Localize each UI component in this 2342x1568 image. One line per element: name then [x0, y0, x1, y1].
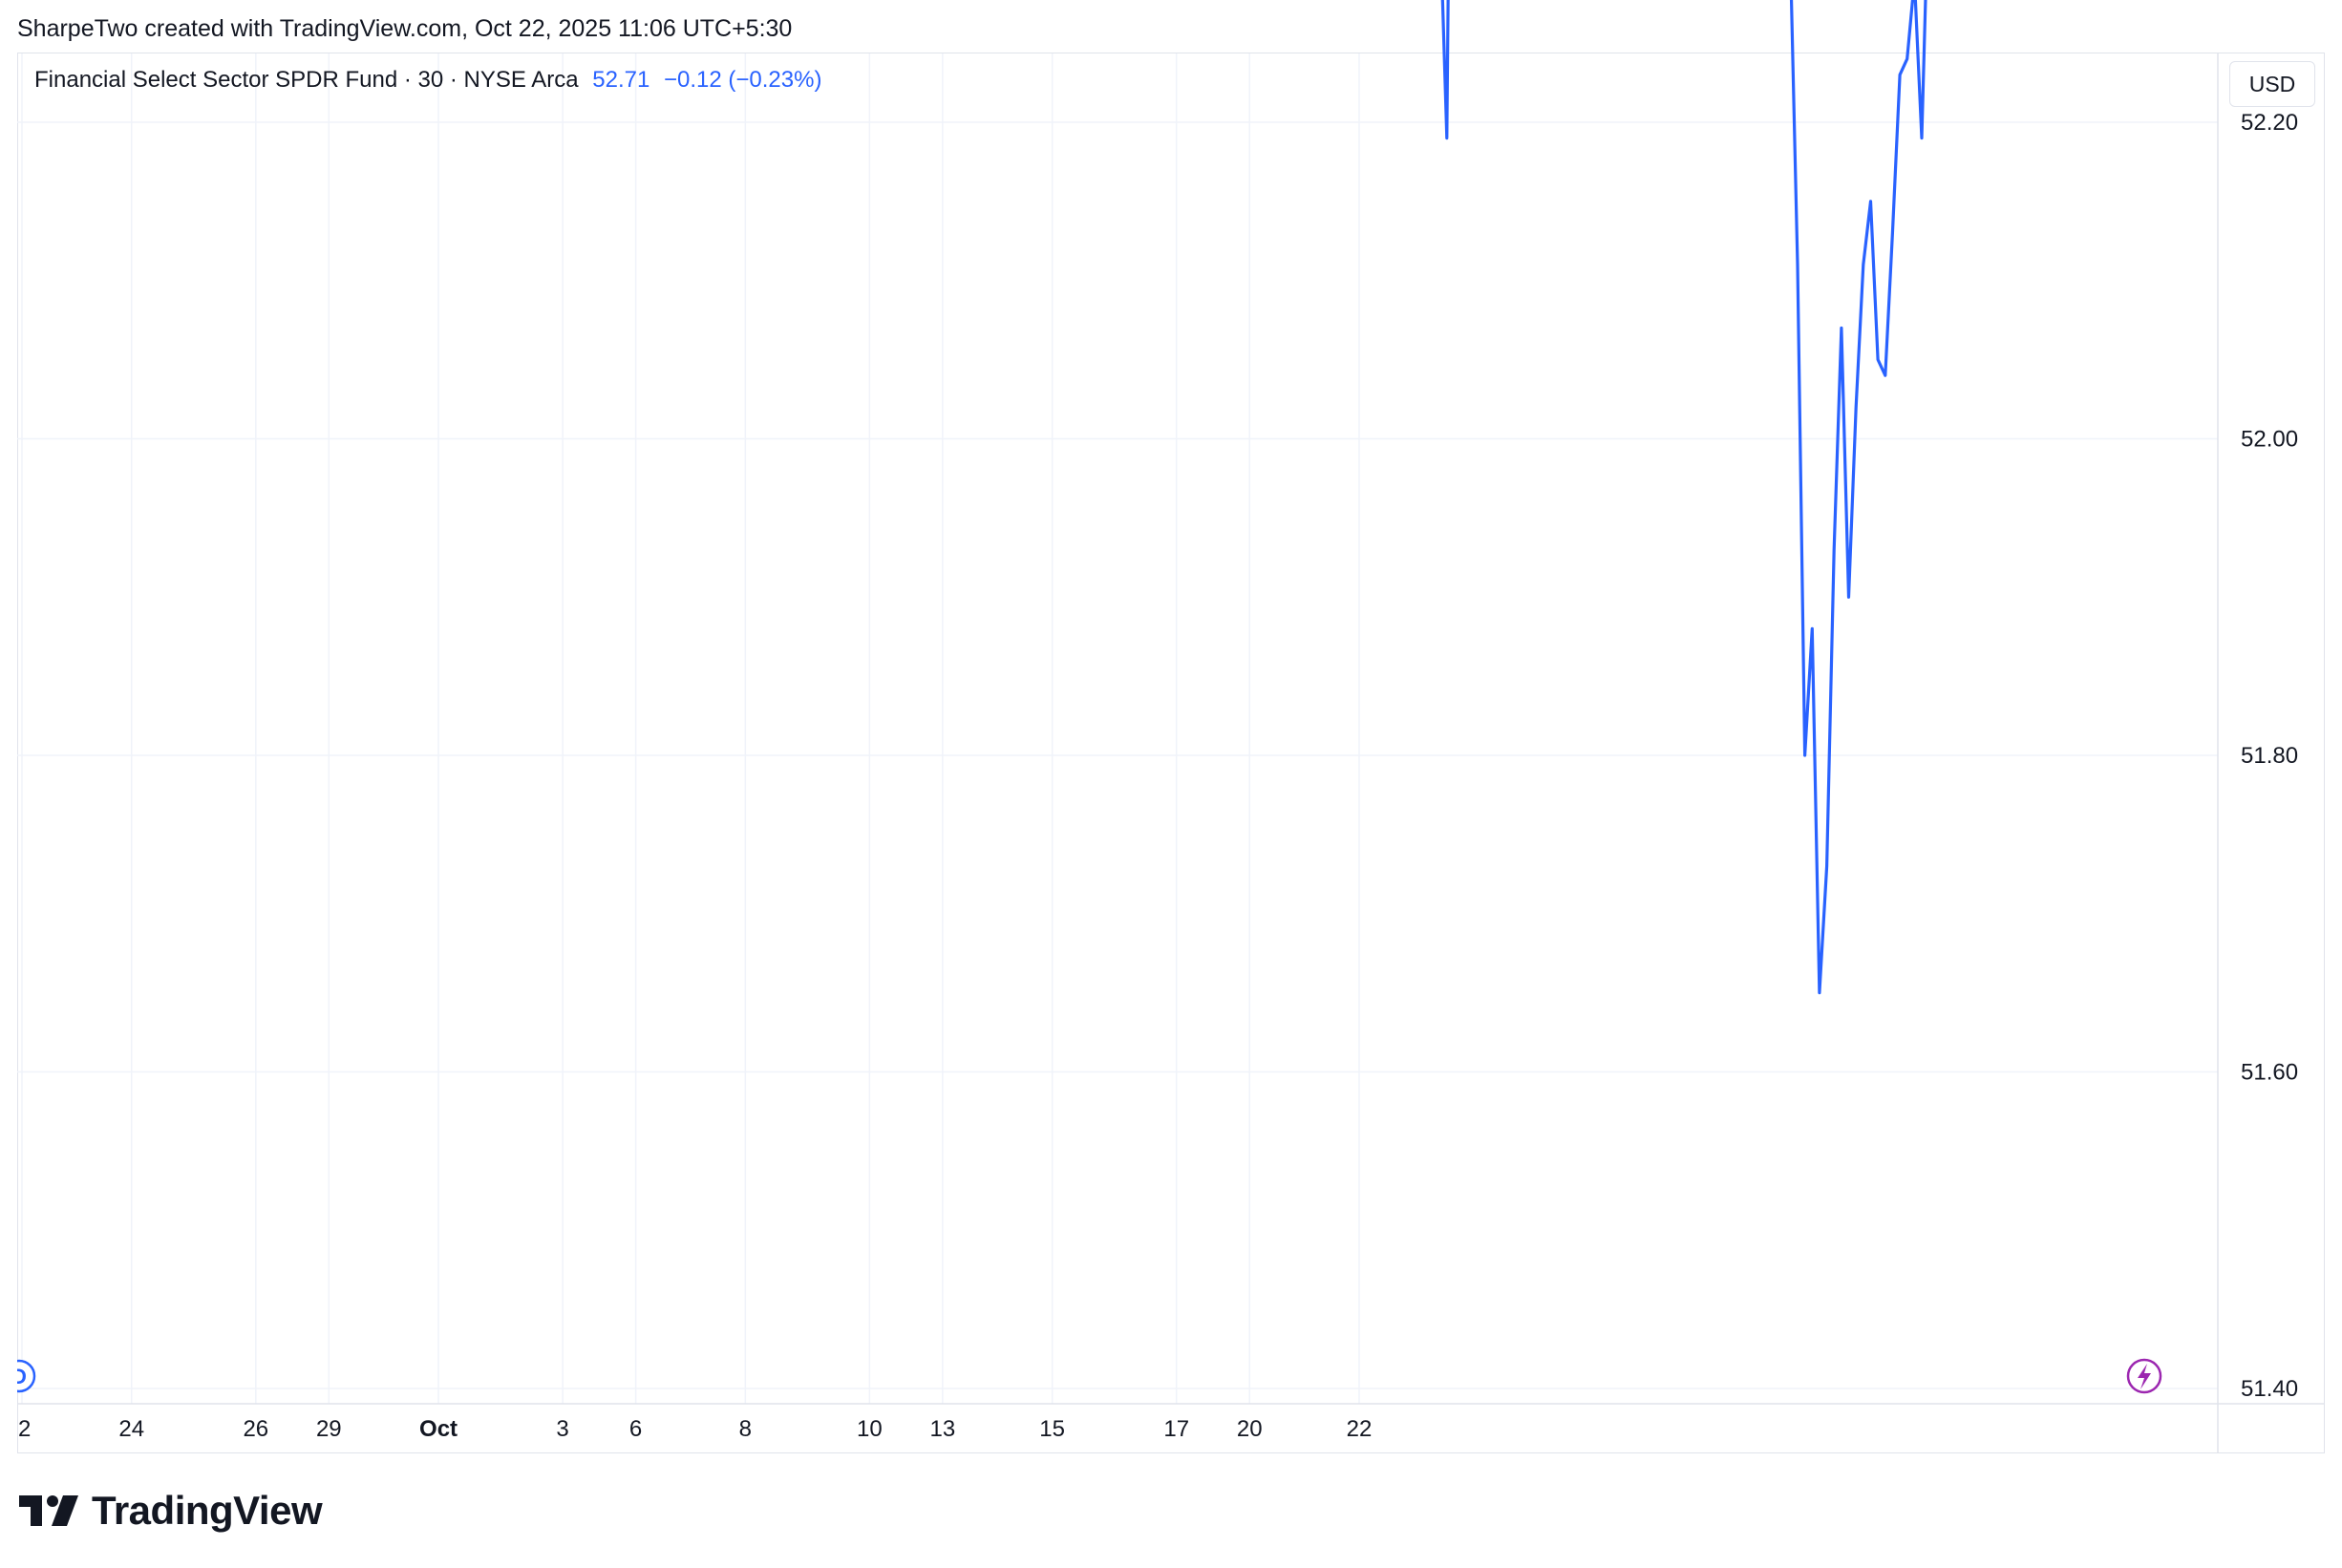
symbol-title: Financial Select Sector SPDR Fund · 30 ·… [34, 67, 579, 93]
price-series-line[interactable] [22, 0, 2112, 995]
y-tick-label: 52.20 [2241, 110, 2298, 136]
x-tick-label: 13 [930, 1416, 956, 1442]
chart-frame [17, 53, 2325, 1453]
y-tick-label: 51.60 [2241, 1060, 2298, 1086]
y-tick-label: 51.80 [2241, 743, 2298, 769]
y-tick-label: 51.40 [2241, 1376, 2298, 1402]
brand-name: TradingView [92, 1488, 323, 1533]
legend-price: 52.71 [592, 67, 650, 93]
x-tick-label: 2 [18, 1416, 31, 1442]
y-tick-label: 52.00 [2241, 427, 2298, 453]
x-tick-label: 29 [316, 1416, 342, 1442]
x-tick-label: 8 [739, 1416, 752, 1442]
x-tick-label: 10 [857, 1416, 883, 1442]
x-tick-label: 6 [629, 1416, 642, 1442]
x-tick-label: 24 [118, 1416, 144, 1442]
legend-change: −0.12 (−0.23%) [663, 67, 822, 93]
currency-button[interactable]: USD [2229, 61, 2315, 107]
symbol-legend: Financial Select Sector SPDR Fund · 30 ·… [34, 67, 821, 94]
x-tick-label: 26 [243, 1416, 268, 1442]
x-tick-label: 20 [1237, 1416, 1263, 1442]
x-tick-label: 22 [1347, 1416, 1373, 1442]
frame-edge-mask [0, 1356, 17, 1398]
x-tick-label: 17 [1163, 1416, 1189, 1442]
brand: TradingView [19, 1488, 323, 1534]
chart-credit: SharpeTwo created with TradingView.com, … [17, 15, 793, 42]
lightning-icon-glyph [2138, 1364, 2151, 1389]
x-tick-label: 15 [1039, 1416, 1065, 1442]
x-tick-label: Oct [419, 1416, 458, 1442]
x-tick-label: 3 [556, 1416, 568, 1442]
tradingview-logo-icon [19, 1495, 78, 1526]
